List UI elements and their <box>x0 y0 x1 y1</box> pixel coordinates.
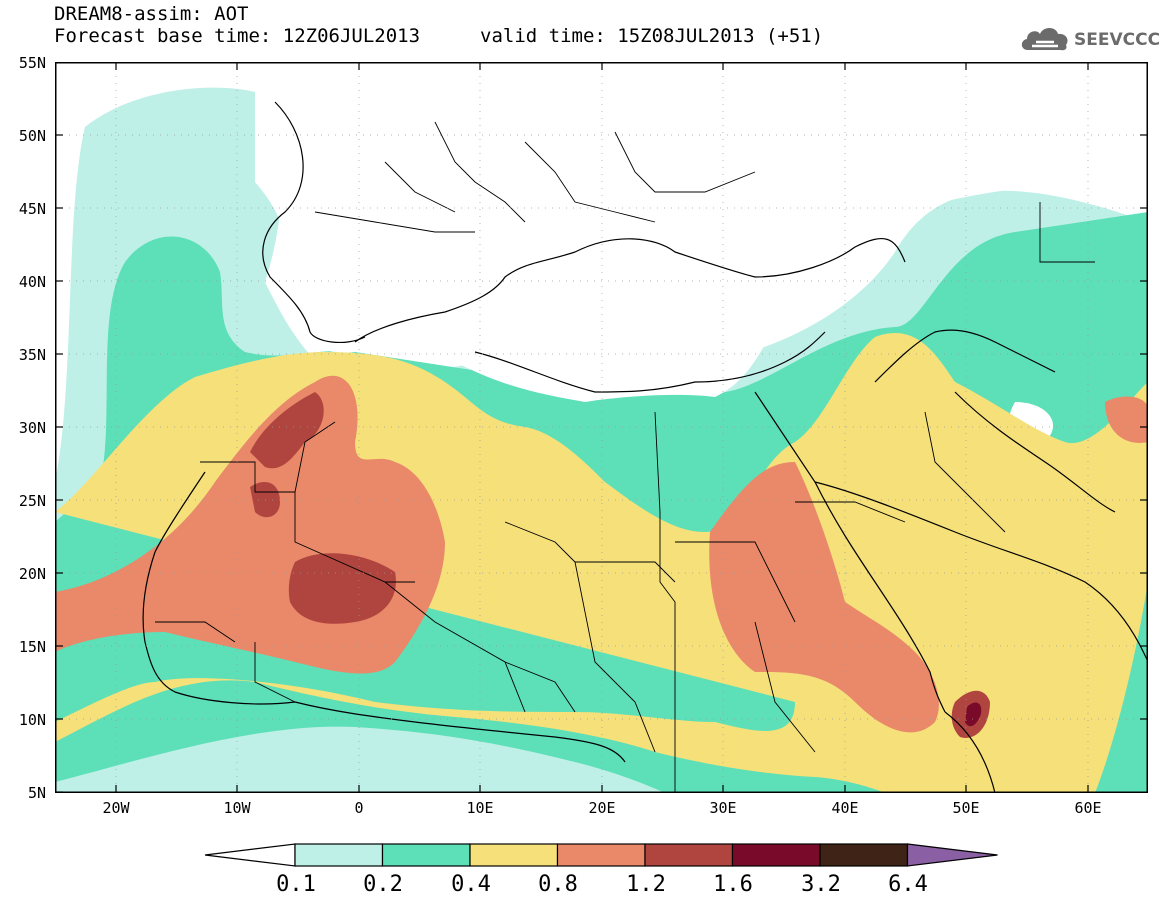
lon-label-40e: 40E <box>831 799 859 817</box>
colorbar-label-1.2: 1.2 <box>626 872 666 897</box>
lat-label-10n: 10N <box>18 711 46 729</box>
colorbar-segment-5 <box>644 843 734 867</box>
lon-label-20e: 20E <box>588 799 616 817</box>
lat-label-25n: 25N <box>18 492 46 510</box>
lat-label-40n: 40N <box>18 273 46 291</box>
colorbar-segment-1 <box>294 843 384 867</box>
lat-label-55n: 55N <box>18 54 46 72</box>
colorbar-segment-2 <box>381 843 471 867</box>
colorbar-label-0.8: 0.8 <box>538 872 578 897</box>
colorbar-segment-over <box>906 843 998 867</box>
axis-ticks <box>55 62 1148 793</box>
lat-label-30n: 30N <box>18 419 46 437</box>
lat-label-20n: 20N <box>18 565 46 583</box>
lat-label-50n: 50N <box>18 127 46 145</box>
lon-label-10e: 10E <box>466 799 494 817</box>
colorbar-label-0.2: 0.2 <box>363 872 403 897</box>
lon-label-60e: 60E <box>1074 799 1102 817</box>
lat-label-35n: 35N <box>18 346 46 364</box>
lon-label-20w: 20W <box>102 799 130 817</box>
map-title: DREAM8-assim: AOT <box>54 3 249 25</box>
cloud-icon <box>1021 28 1068 51</box>
lon-label-30e: 30E <box>709 799 737 817</box>
valid-time: valid time: 15Z08JUL2013 (+51) <box>480 25 824 47</box>
aot-level-0.1-south <box>55 726 665 793</box>
graticule <box>55 62 1148 793</box>
lat-label-5n: 5N <box>27 784 46 802</box>
aot-map <box>55 62 1148 793</box>
colorbar-segment-7 <box>819 843 909 867</box>
country-borders <box>155 121 1095 793</box>
colorbar-label-0.4: 0.4 <box>451 872 491 897</box>
lon-label-10w: 10W <box>223 799 251 817</box>
coastlines <box>142 101 1148 793</box>
colorbar-label-6.4: 6.4 <box>888 872 928 897</box>
colorbar-label-3.2: 3.2 <box>801 872 841 897</box>
colorbar-segment-6 <box>731 843 821 867</box>
seevccc-logo: SEEVCCC <box>1018 22 1160 56</box>
colorbar-label-0.1: 0.1 <box>276 872 316 897</box>
forecast-base-time: Forecast base time: 12Z06JUL2013 <box>54 25 421 47</box>
colorbar-segment-4 <box>556 843 646 867</box>
colorbar-segment-3 <box>469 843 559 867</box>
lon-label-0: 0 <box>354 799 364 817</box>
colorbar-segment-under <box>205 843 296 867</box>
aot-level-1.6 <box>965 702 982 727</box>
logo-text: SEEVCCC <box>1074 30 1161 50</box>
lat-label-45n: 45N <box>18 200 46 218</box>
lon-label-50e: 50E <box>952 799 980 817</box>
colorbar-label-1.6: 1.6 <box>713 872 753 897</box>
colorbar <box>205 843 998 867</box>
lat-label-15n: 15N <box>18 638 46 656</box>
